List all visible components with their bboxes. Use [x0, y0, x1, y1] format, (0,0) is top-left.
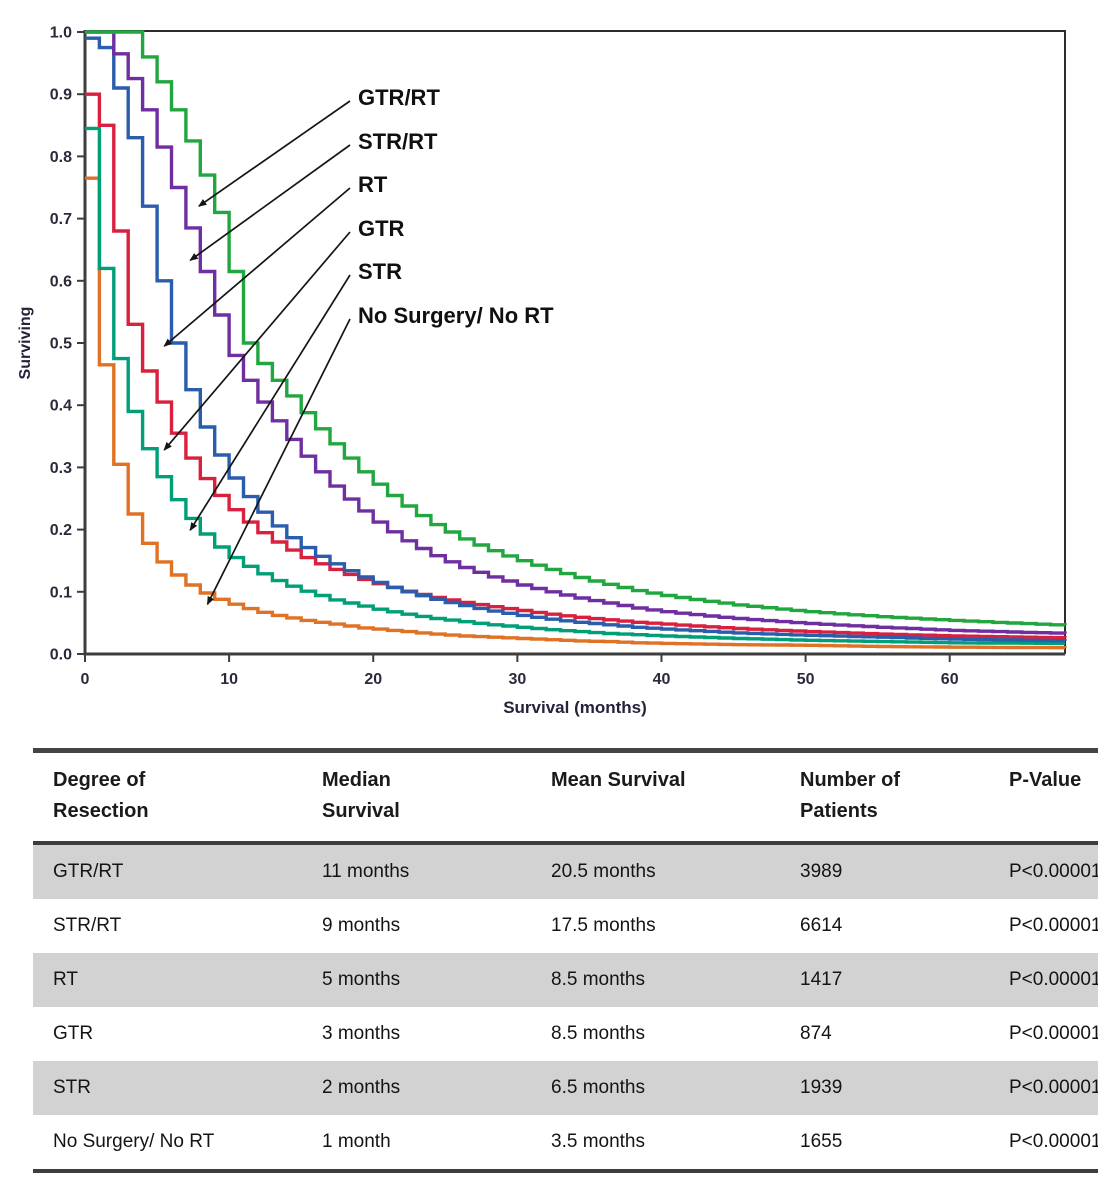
- table-row: GTR 3 months 8.5 months 874 P<0.00001: [33, 1007, 1098, 1061]
- table-cell: GTR: [53, 1023, 94, 1044]
- table-cell: 6.5 months: [551, 1077, 645, 1098]
- x-tick-label: 10: [220, 671, 238, 688]
- curve-gtr: [85, 92, 1067, 640]
- y-tick-label: 0.3: [50, 460, 72, 477]
- y-tick-label: 0.5: [50, 336, 72, 353]
- table-cell: 3.5 months: [551, 1131, 645, 1152]
- table-body: GTR/RT 11 months 20.5 months 3989 P<0.00001 S…: [33, 843, 1098, 1171]
- column-header: Number of Patients: [800, 769, 900, 822]
- annotation-arrow: [198, 100, 351, 207]
- table-cell: STR/RT: [53, 915, 122, 936]
- annotation-label: GTR: [358, 216, 405, 241]
- table-row: STR/RT 9 months 17.5 months 6614 P<0.00001: [33, 899, 1098, 953]
- axis-ticks: 0.0 0.1 0.2 0.3 0.4 0.5 0.6 0.7 0.8 0.9 1.0 0 10 20 30…: [50, 25, 959, 689]
- column-header: Median Survival: [322, 769, 400, 822]
- column-header: Degree of Resection: [53, 769, 149, 822]
- table-cell: 2 months: [322, 1077, 401, 1098]
- x-tick-label: 40: [653, 671, 671, 688]
- survival-summary-table: Degree of Resection Median Survival Mean S…: [33, 748, 1098, 1173]
- y-tick-label: 0.4: [50, 398, 72, 415]
- annotation-arrow: [189, 144, 351, 261]
- annotation-label: RT: [358, 172, 388, 197]
- x-tick-label: 20: [364, 671, 382, 688]
- table-cell: 3989: [800, 861, 843, 882]
- curve-annotations: GTR/RT STR/RT RT GTR STR No Surgery/ No RT: [163, 85, 554, 606]
- table-cell: P<0.00001: [1009, 1077, 1098, 1098]
- y-tick-label: 0.6: [50, 273, 72, 290]
- table-row: STR 2 months 6.5 months 1939 P<0.00001: [33, 1061, 1098, 1115]
- curve-gtr-rt: [85, 30, 1067, 627]
- survival-curves: [85, 30, 1067, 650]
- table-cell: 1 month: [322, 1131, 391, 1152]
- curve-str: [85, 126, 1065, 646]
- x-tick-label: 0: [81, 671, 90, 688]
- curve-no-surgery-no-rt: [85, 176, 1067, 650]
- table-cell: 20.5 months: [551, 861, 656, 882]
- table-cell: 8.5 months: [551, 969, 645, 990]
- y-tick-label: 0.2: [50, 522, 72, 539]
- table-cell: 8.5 months: [551, 1023, 645, 1044]
- annotation-label: STR: [358, 259, 402, 284]
- annotation-label: GTR/RT: [358, 85, 440, 110]
- table-cell: 3 months: [322, 1023, 401, 1044]
- kaplan-meier-chart: Surviving Survival (months) 0.0 0.1 0.2 0.3…: [17, 25, 1067, 717]
- y-tick-label: 1.0: [50, 25, 72, 42]
- table-cell: 6614: [800, 915, 843, 936]
- y-axis-title: Surviving: [17, 307, 34, 380]
- table-cell: 11 months: [322, 861, 410, 882]
- table-cell: 1939: [800, 1077, 843, 1098]
- table-cell: 1655: [800, 1131, 843, 1152]
- column-header: Mean Survival: [551, 769, 686, 791]
- annotation-label: No Surgery/ No RT: [358, 303, 554, 328]
- table-cell: P<0.00001: [1009, 969, 1098, 990]
- y-tick-label: 0.7: [50, 211, 72, 228]
- table-cell: 874: [800, 1023, 832, 1044]
- y-tick-label: 0.8: [50, 149, 72, 166]
- column-header: P-Value: [1009, 769, 1082, 791]
- table-cell: 17.5 months: [551, 915, 656, 936]
- table-row: RT 5 months 8.5 months 1417 P<0.00001: [33, 953, 1098, 1007]
- annotation-label: STR/RT: [358, 129, 438, 154]
- table-cell: P<0.00001: [1009, 1023, 1098, 1044]
- annotation-arrow: [206, 318, 351, 606]
- x-axis-title: Survival (months): [503, 698, 647, 717]
- table-header: Degree of Resection Median Survival Mean S…: [33, 751, 1098, 843]
- y-tick-label: 0.9: [50, 87, 72, 104]
- table-cell: P<0.00001: [1009, 1131, 1098, 1152]
- curve-rt: [85, 36, 1067, 643]
- table-cell: 1417: [800, 969, 843, 990]
- annotation-arrow: [163, 187, 351, 347]
- y-tick-label: 0.1: [50, 584, 72, 601]
- table-cell: 9 months: [322, 915, 401, 936]
- table-row: No Surgery/ No RT 1 month 3.5 months 1655 P<…: [33, 1115, 1098, 1171]
- annotation-arrow: [189, 274, 351, 532]
- x-tick-label: 60: [941, 671, 959, 688]
- y-tick-label: 0.0: [50, 647, 72, 664]
- table-cell: P<0.00001: [1009, 915, 1098, 936]
- table-cell: P<0.00001: [1009, 861, 1098, 882]
- curve-str-rt: [85, 30, 1067, 635]
- table-cell: 5 months: [322, 969, 401, 990]
- x-tick-label: 30: [508, 671, 526, 688]
- table-header-row: Degree of Resection Median Survival Mean S…: [33, 751, 1098, 843]
- table-cell: STR: [53, 1077, 91, 1098]
- x-tick-label: 50: [797, 671, 815, 688]
- table-row: GTR/RT 11 months 20.5 months 3989 P<0.00001: [33, 843, 1098, 899]
- table-cell: No Surgery/ No RT: [53, 1131, 215, 1152]
- table-cell: GTR/RT: [53, 861, 124, 882]
- annotation-arrow: [163, 231, 351, 451]
- table-cell: RT: [53, 969, 78, 990]
